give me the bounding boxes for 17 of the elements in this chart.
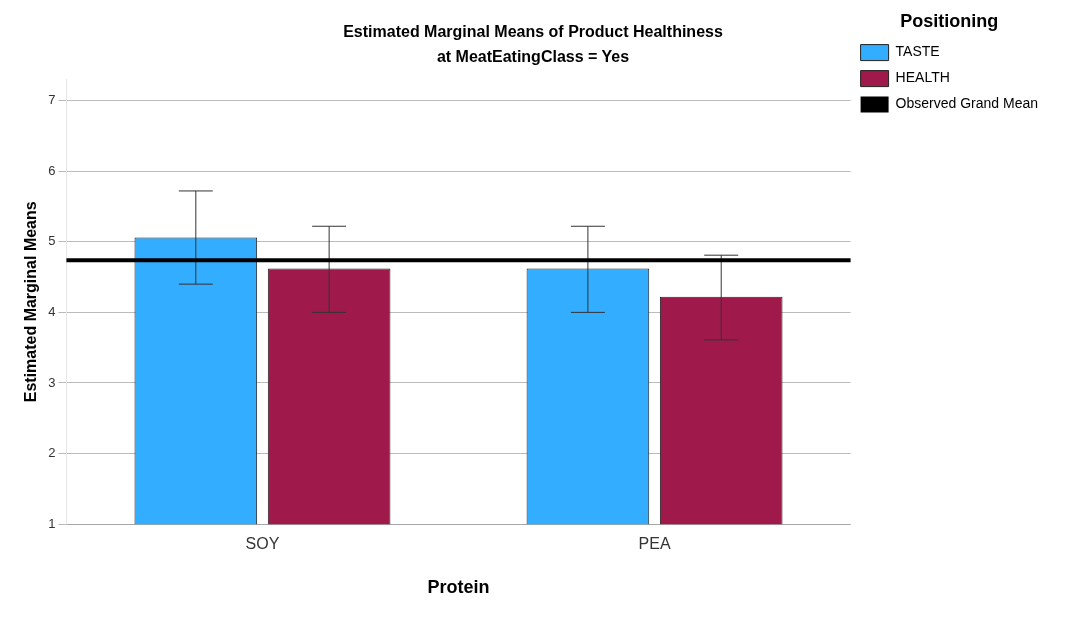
x-tick-label: PEA bbox=[638, 535, 671, 553]
legend-label: TASTE bbox=[895, 43, 940, 60]
legend-label: HEALTH bbox=[895, 69, 950, 86]
y-axis-title: Estimated Marginal Means bbox=[22, 201, 40, 403]
x-axis-title: Protein bbox=[427, 577, 490, 598]
y-tick-label: 7 bbox=[48, 92, 56, 108]
y-tick-label: 1 bbox=[48, 515, 56, 531]
legend-label: Observed Grand Mean bbox=[895, 95, 1038, 112]
legend-title: Positioning bbox=[900, 10, 999, 31]
y-tick-label: 5 bbox=[48, 233, 56, 249]
x-tick-label: SOY bbox=[245, 535, 280, 553]
y-tick-label: 4 bbox=[48, 303, 56, 319]
y-tick-label: 2 bbox=[48, 445, 56, 461]
y-tick-label: 6 bbox=[48, 162, 56, 178]
chart-subtitle: at MeatEatingClass = Yes bbox=[436, 48, 630, 66]
y-tick-label: 3 bbox=[48, 374, 56, 390]
chart-title: Estimated Marginal Means of Product Healthiness bbox=[343, 23, 723, 41]
